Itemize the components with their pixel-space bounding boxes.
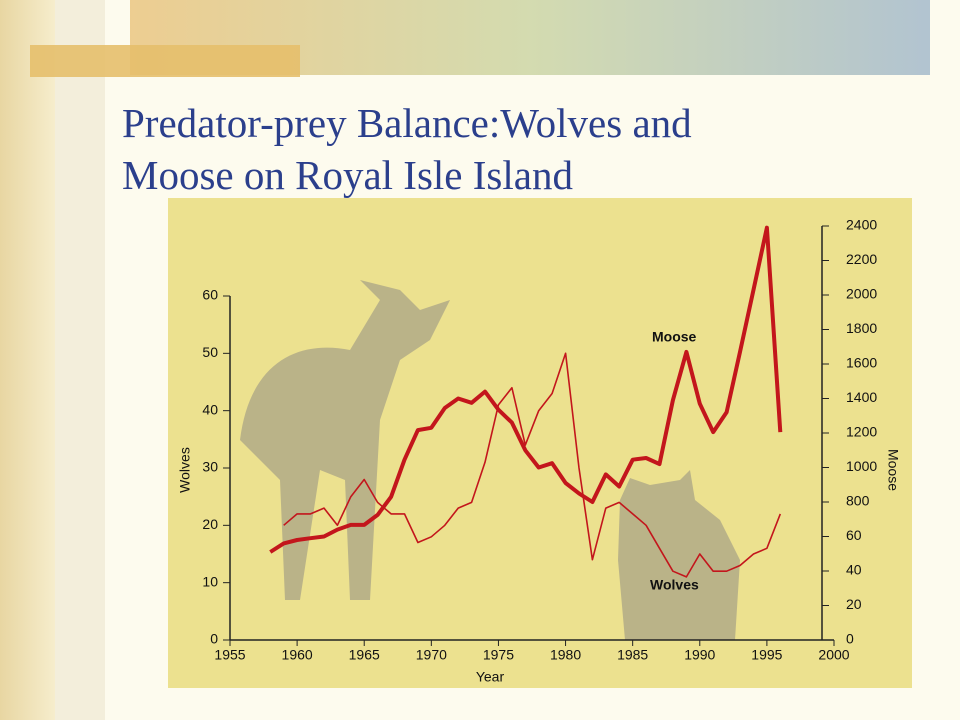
y-tick-label: 0 xyxy=(210,631,218,647)
side-shade xyxy=(55,0,105,720)
series-label: Wolves xyxy=(650,577,699,593)
y2-tick-label: 1400 xyxy=(846,389,877,405)
x-tick-label: 1980 xyxy=(550,647,581,663)
y2-tick-label: 800 xyxy=(846,493,870,509)
y2-axis-title: Moose xyxy=(885,449,901,491)
header-strip xyxy=(30,45,300,77)
x-tick-label: 1995 xyxy=(751,647,782,663)
x-tick-label: 2000 xyxy=(818,647,849,663)
y2-tick-label: 2000 xyxy=(846,286,877,302)
y2-tick-label: 60 xyxy=(846,527,862,543)
y2-tick-label: 1200 xyxy=(846,424,877,440)
x-tick-label: 1955 xyxy=(214,647,245,663)
series-label: Moose xyxy=(652,329,697,345)
y-tick-label: 40 xyxy=(202,401,218,417)
x-tick-label: 1970 xyxy=(416,647,447,663)
y-tick-label: 50 xyxy=(202,344,218,360)
y2-tick-label: 0 xyxy=(846,631,854,647)
series-line xyxy=(283,352,782,578)
y2-tick-label: 1800 xyxy=(846,320,877,336)
y2-tick-label: 1000 xyxy=(846,458,877,474)
y-tick-label: 10 xyxy=(202,573,218,589)
series-line xyxy=(269,225,783,554)
x-tick-label: 1990 xyxy=(684,647,715,663)
y2-tick-label: 1600 xyxy=(846,355,877,371)
side-texture xyxy=(0,0,55,720)
y-tick-label: 20 xyxy=(202,516,218,532)
y-tick-label: 30 xyxy=(202,459,218,475)
x-tick-label: 1985 xyxy=(617,647,648,663)
y2-tick-label: 20 xyxy=(846,596,862,612)
y2-tick-label: 2400 xyxy=(846,217,877,233)
x-tick-label: 1965 xyxy=(349,647,380,663)
wolf-silhouette xyxy=(618,470,740,640)
x-axis-title: Year xyxy=(476,669,505,685)
plot: 1955 1960 1965 1970 1975 1980 1985 1990 1995 2000… xyxy=(177,217,902,685)
x-tick-label: 1975 xyxy=(483,647,514,663)
y2-tick-label: 2200 xyxy=(846,251,877,267)
y2-tick-label: 40 xyxy=(846,562,862,578)
x-tick-label: 1960 xyxy=(282,647,313,663)
moose-silhouette xyxy=(240,280,450,600)
y-axis-title: Wolves xyxy=(177,447,193,493)
chart-title: Predator-prey Balance:Wolves and Moose on… xyxy=(122,100,692,198)
y-tick-label: 60 xyxy=(202,287,218,303)
